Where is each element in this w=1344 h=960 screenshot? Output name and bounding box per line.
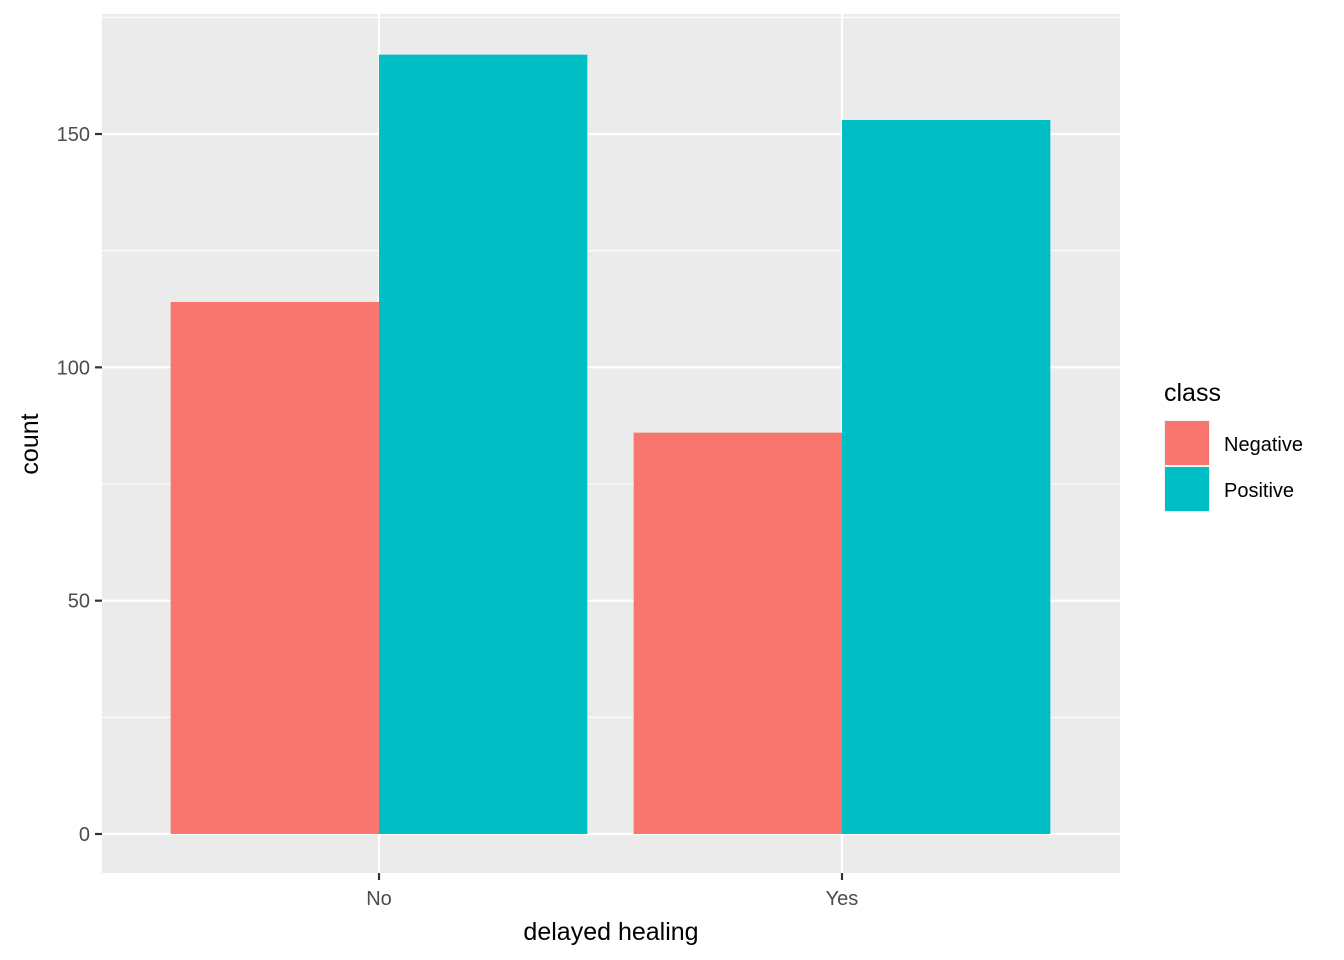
legend-items: Negative Positive [1164, 420, 1303, 512]
y-axis: 0 50 100 150 [57, 124, 102, 846]
x-axis-title: delayed healing [523, 918, 698, 946]
bar-positive-no [379, 54, 588, 834]
legend-title: class [1164, 379, 1221, 407]
legend-label-negative: Negative [1224, 434, 1303, 456]
bar-positive-yes [842, 120, 1051, 834]
y-tick-label: 50 [68, 591, 90, 613]
x-tick-label: Yes [826, 888, 859, 910]
legend: class Negative Positive [1164, 379, 1303, 512]
x-axis: No Yes [366, 873, 858, 910]
legend-key-negative [1165, 421, 1209, 465]
y-tick-label: 100 [57, 357, 90, 379]
legend-key-positive [1165, 467, 1209, 511]
legend-label-positive: Positive [1224, 480, 1294, 502]
x-tick-label: No [366, 888, 392, 910]
bars [170, 54, 1051, 834]
y-axis-title: count [16, 413, 44, 474]
y-tick-label: 150 [57, 124, 90, 146]
y-tick-label: 0 [79, 824, 90, 846]
bar-negative-no [170, 302, 379, 834]
bar-negative-yes [633, 432, 842, 834]
